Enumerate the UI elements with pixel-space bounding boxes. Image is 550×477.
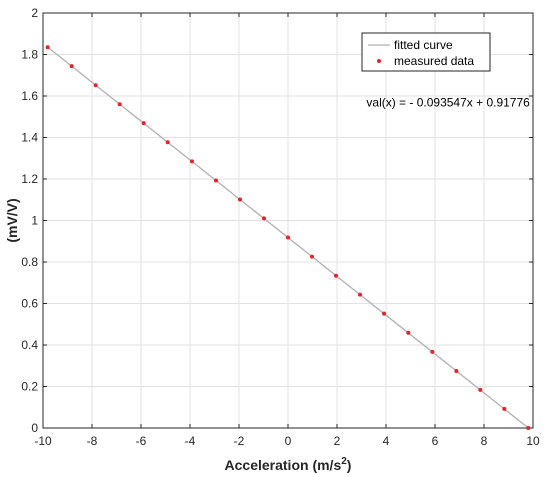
data-point [237, 197, 242, 202]
data-point [93, 83, 98, 88]
data-point [261, 216, 266, 221]
equation-annotation: val(x) = - 0.093547x + 0.91776 [366, 95, 530, 109]
data-point [310, 254, 315, 259]
y-tick-label: 1.8 [21, 48, 38, 62]
series-layer [45, 45, 531, 430]
data-point [502, 406, 507, 411]
data-point [406, 330, 411, 335]
y-tick-label: 0.8 [21, 255, 38, 269]
x-tick-label: 4 [383, 434, 390, 448]
legend-label: fitted curve [394, 38, 453, 52]
legend-label: measured data [394, 54, 474, 68]
x-tick-label: 8 [481, 434, 488, 448]
y-tick-label: 1 [31, 214, 38, 228]
data-point [334, 273, 339, 278]
y-axis-label: (mV/V) [4, 198, 20, 242]
legend-swatch-marker [377, 59, 381, 63]
x-tick-label: 0 [285, 434, 292, 448]
data-point [141, 121, 146, 126]
y-tick-label: 1.4 [21, 131, 38, 145]
data-point [286, 235, 290, 240]
y-tick-label: 0.4 [21, 338, 38, 352]
x-tick-label: -10 [34, 434, 52, 448]
data-point [189, 159, 194, 164]
x-axis-label: Acceleration (m/s2) [225, 456, 352, 473]
x-axis-label-superscript: 2 [341, 456, 347, 467]
data-point [382, 311, 387, 316]
y-tick-label: 2 [31, 6, 38, 20]
y-tick-label: 0 [31, 421, 38, 435]
data-point [430, 349, 435, 354]
x-tick-label: 10 [526, 434, 540, 448]
x-tick-label: 2 [334, 434, 341, 448]
legend: fitted curve measured data [361, 32, 491, 72]
y-axis: 0 0.2 0.4 0.6 0.8 1 1.2 1.4 1.6 1.8 2 [21, 6, 533, 435]
y-tick-label: 0.2 [21, 380, 38, 394]
data-point [213, 178, 218, 183]
data-point [358, 292, 363, 297]
x-tick-label: -8 [87, 434, 98, 448]
x-tick-label: -2 [234, 434, 245, 448]
x-tick-label: 6 [432, 434, 439, 448]
legend-box [361, 32, 491, 72]
x-axis: -10 -8 -6 -4 -2 0 2 4 6 8 10 [34, 13, 540, 448]
data-point [454, 368, 459, 373]
data-point [45, 45, 50, 50]
data-point [117, 102, 122, 107]
data-point [165, 140, 170, 145]
y-tick-label: 0.6 [21, 297, 38, 311]
data-point [478, 387, 483, 392]
annotation-layer: val(x) = - 0.093547x + 0.91776 [366, 95, 530, 109]
x-axis-label-main: Acceleration (m/s [225, 457, 342, 473]
data-point [526, 426, 531, 430]
y-tick-label: 1.2 [21, 172, 38, 186]
y-tick-label: 1.6 [21, 89, 38, 103]
data-point [69, 64, 74, 69]
x-axis-label-close: ) [347, 457, 352, 473]
x-tick-label: -6 [136, 434, 147, 448]
x-tick-label: -4 [185, 434, 196, 448]
